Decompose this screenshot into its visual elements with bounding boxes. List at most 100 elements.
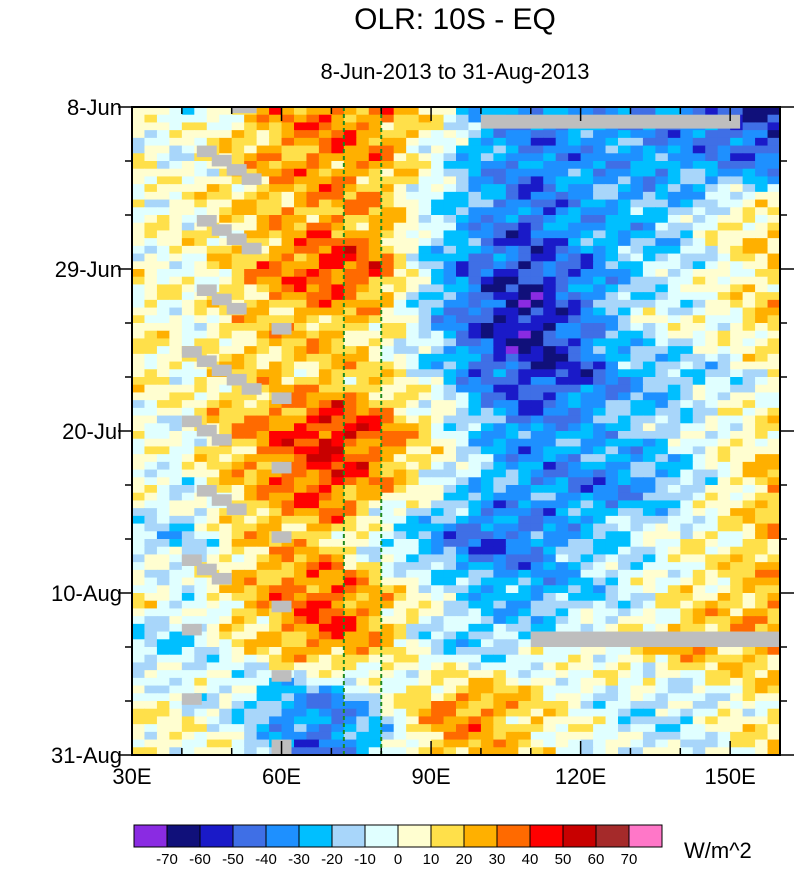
heatmap-cell xyxy=(755,461,769,471)
heatmap-cell xyxy=(356,446,370,455)
heatmap-cell xyxy=(318,199,332,208)
heatmap-cell xyxy=(717,130,731,139)
heatmap-cell xyxy=(343,377,357,386)
heatmap-cell xyxy=(568,431,582,440)
heatmap-cell xyxy=(580,585,594,594)
heatmap-cell xyxy=(194,238,208,247)
heatmap-cell xyxy=(605,701,619,710)
heatmap-cell xyxy=(269,477,283,486)
heatmap-cell xyxy=(418,708,432,718)
heatmap-cell xyxy=(717,485,731,494)
heatmap-cell xyxy=(742,415,756,424)
heatmap-cell xyxy=(318,585,332,594)
heatmap-cell xyxy=(406,631,420,640)
heatmap-cell xyxy=(406,284,420,293)
heatmap-cell xyxy=(680,176,694,185)
heatmap-cell xyxy=(132,492,146,502)
heatmap-cell xyxy=(618,438,632,448)
heatmap-cell xyxy=(356,469,370,478)
heatmap-cell xyxy=(630,207,644,216)
heatmap-cell xyxy=(655,431,669,440)
heatmap-cell xyxy=(418,631,432,640)
heatmap-cell xyxy=(219,477,233,486)
heatmap-cell xyxy=(219,454,233,463)
heatmap-cell xyxy=(144,523,158,532)
heatmap-cell xyxy=(755,724,769,733)
heatmap-cell xyxy=(680,261,694,270)
heatmap-cell xyxy=(655,623,669,633)
heatmap-cell xyxy=(231,593,245,602)
heatmap-cell xyxy=(244,130,258,139)
heatmap-cell xyxy=(543,199,557,208)
colorbar-label: -60 xyxy=(189,851,211,868)
heatmap-cell xyxy=(505,392,519,401)
heatmap-cell xyxy=(692,716,706,725)
heatmap-cell xyxy=(705,130,719,139)
heatmap-cell xyxy=(755,284,769,293)
heatmap-cell xyxy=(530,315,544,324)
heatmap-cell xyxy=(742,284,756,293)
heatmap-cell xyxy=(231,153,245,162)
heatmap-cell xyxy=(717,593,731,602)
heatmap-cell xyxy=(231,184,245,193)
heatmap-cell xyxy=(343,307,357,316)
heatmap-cell xyxy=(269,569,283,579)
heatmap-cell xyxy=(456,107,470,116)
heatmap-cell xyxy=(206,608,220,617)
heatmap-cell xyxy=(356,546,370,556)
heatmap-cell xyxy=(618,323,632,332)
heatmap-cell xyxy=(318,446,332,455)
heatmap-cell xyxy=(468,577,482,586)
heatmap-cell xyxy=(605,593,619,602)
heatmap-cell xyxy=(318,407,332,417)
heatmap-cell xyxy=(156,747,170,755)
heatmap-cell xyxy=(518,338,532,347)
heatmap-cell xyxy=(331,415,345,424)
heatmap-cell xyxy=(194,323,208,332)
heatmap-cell xyxy=(493,593,507,602)
heatmap-cell xyxy=(667,176,681,185)
heatmap-cell xyxy=(717,461,731,471)
heatmap-cell xyxy=(555,423,569,432)
heatmap-cell xyxy=(680,593,694,602)
heatmap-cell xyxy=(281,724,295,733)
heatmap-cell xyxy=(431,600,445,610)
heatmap-cell xyxy=(705,431,719,440)
heatmap-cell xyxy=(181,377,195,386)
heatmap-cell xyxy=(406,600,420,610)
heatmap-cell xyxy=(269,647,283,656)
heatmap-cell xyxy=(555,207,569,216)
heatmap-cell xyxy=(144,292,158,301)
heatmap-cell xyxy=(755,531,769,540)
heatmap-cell xyxy=(356,500,370,509)
heatmap-cell xyxy=(169,307,183,316)
heatmap-cell xyxy=(356,400,370,409)
heatmap-cell xyxy=(543,747,557,755)
heatmap-cell xyxy=(618,523,632,532)
heatmap-cell xyxy=(667,415,681,424)
heatmap-cell xyxy=(692,731,706,741)
heatmap-cell xyxy=(206,515,220,525)
heatmap-cell xyxy=(169,145,183,154)
heatmap-cell xyxy=(767,500,780,509)
heatmap-cell xyxy=(132,523,146,532)
heatmap-cell xyxy=(593,492,607,502)
heatmap-cell xyxy=(244,330,258,340)
heatmap-cell xyxy=(393,292,407,301)
heatmap-cell xyxy=(505,685,519,694)
heatmap-cell xyxy=(717,191,731,201)
heatmap-cell xyxy=(219,685,233,694)
heatmap-cell xyxy=(493,238,507,247)
heatmap-cell xyxy=(343,338,357,347)
heatmap-cell xyxy=(543,207,557,216)
heatmap-cell xyxy=(431,485,445,494)
heatmap-cell xyxy=(269,407,283,417)
heatmap-cell xyxy=(244,153,258,162)
heatmap-cell xyxy=(555,284,569,293)
heatmap-cell xyxy=(518,701,532,710)
heatmap-cell xyxy=(655,485,669,494)
heatmap-cell xyxy=(343,523,357,532)
heatmap-cell xyxy=(593,546,607,556)
heatmap-cell xyxy=(767,191,780,201)
heatmap-cell xyxy=(443,492,457,502)
